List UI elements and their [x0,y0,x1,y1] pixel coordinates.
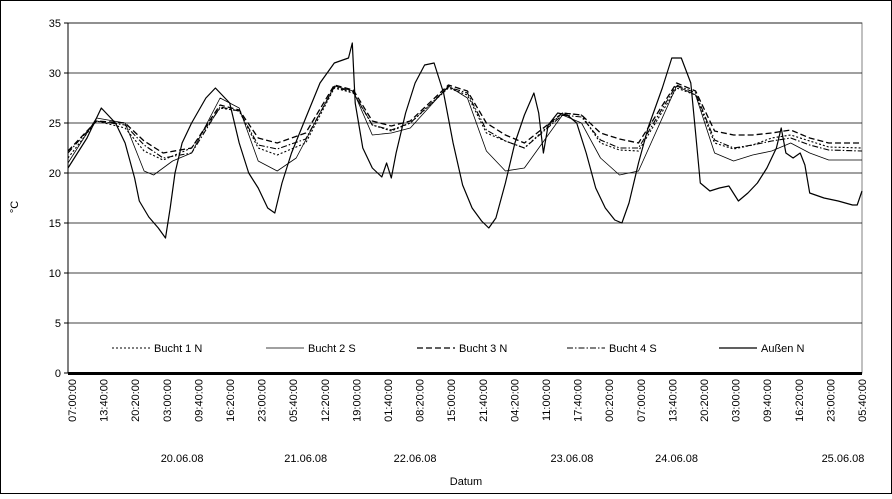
x-tick-label: 03:00:00 [162,379,174,422]
x-tick-label: 08:20:00 [415,379,427,422]
grid-layer [67,22,863,374]
x-tick-label: 05:40:00 [288,379,300,422]
y-tick-label: 30 [49,68,61,80]
x-tick-label: 09:40:00 [762,379,774,422]
y-axis-label: °C [9,201,21,213]
date-label: 24.06.08 [655,453,698,465]
x-tick-label: 07:00:00 [67,379,79,422]
y-tick-label: 25 [49,118,61,130]
date-label: 21.06.08 [284,453,327,465]
y-tick-label: 10 [49,268,61,280]
x-tick-label: 00:20:00 [604,379,616,422]
x-tick-label: 17:40:00 [573,379,585,422]
date-label: 23.06.08 [551,453,594,465]
x-tick-label: 23:00:00 [825,379,837,422]
x-tick-label: 23:00:00 [257,379,269,422]
x-tick-label: 04:20:00 [509,379,521,422]
date-label: 25.06.08 [822,453,865,465]
legend-label: Bucht 2 S [308,343,356,355]
date-label: 22.06.08 [394,453,437,465]
legend: Bucht 1 N Bucht 2 S Bucht 3 N Bucht 4 S Auße… [112,343,804,355]
y-tick-label: 5 [55,318,61,330]
legend-label: Bucht 4 S [609,343,657,355]
x-tick-label: 09:40:00 [193,379,205,422]
date-label: 20.06.08 [161,453,204,465]
axis-layer: 0 5 10 15 20 25 30 35 07:00:00 13:40:00 20:20:00 03… [49,18,869,465]
x-tick-label: 19:00:00 [351,379,363,422]
x-tick-label: 13:40:00 [667,379,679,422]
y-tick-label: 35 [49,18,61,30]
x-tick-label: 20:20:00 [130,379,142,422]
legend-label: Außen N [761,343,804,355]
series-line [67,42,863,239]
x-axis-line [68,372,862,375]
legend-label: Bucht 3 N [459,343,507,355]
series-line [67,82,862,154]
x-tick-label: 03:00:00 [731,379,743,422]
x-tick-label: 21:40:00 [478,379,490,422]
x-tick-label: 05:40:00 [857,379,869,422]
legend-label: Bucht 1 N [154,343,202,355]
y-tick-label: 15 [49,218,61,230]
x-tick-label: 16:20:00 [794,379,806,422]
x-tick-label: 12:20:00 [320,379,332,422]
x-tick-label: 20:20:00 [699,379,711,422]
y-tick-label: 20 [49,168,61,180]
x-tick-label: 15:00:00 [446,379,458,422]
series-line [67,84,863,159]
x-tick-label: 16:20:00 [225,379,237,422]
plot-area [67,22,863,374]
y-tick-label: 0 [55,368,61,380]
x-tick-label: 07:00:00 [636,379,648,422]
x-tick-label: 13:40:00 [99,379,111,422]
x-axis-label: Datum [450,476,482,488]
x-tick-label: 01:40:00 [383,379,395,422]
x-tick-label: 11:00:00 [541,379,553,421]
series-layer [67,42,863,239]
